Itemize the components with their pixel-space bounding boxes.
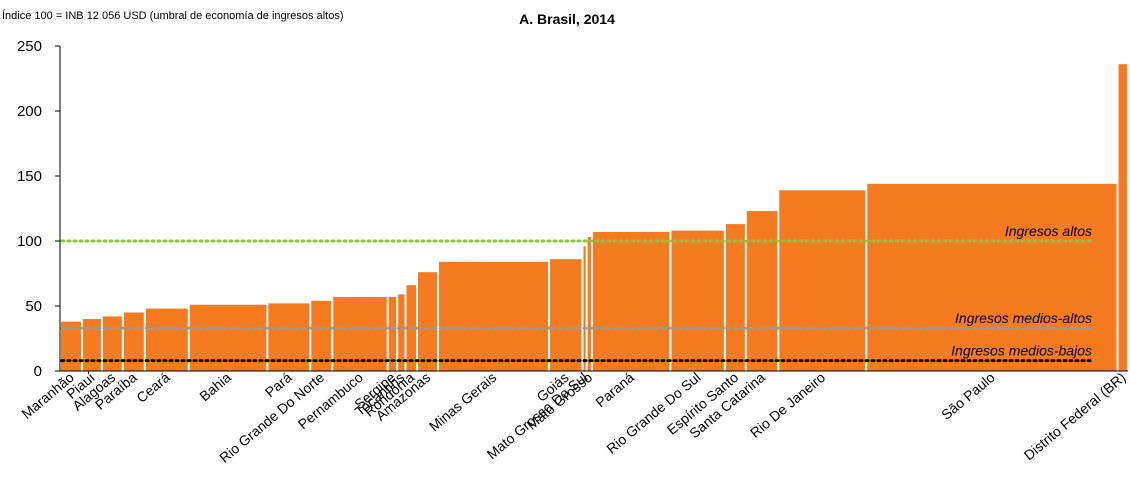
bar [583, 246, 586, 371]
x-tick-label: Paraná [592, 369, 637, 410]
bar [123, 312, 144, 371]
x-tick-label: Minas Gerais [426, 369, 499, 434]
bar [311, 300, 332, 371]
bar [438, 261, 548, 371]
bar [82, 319, 101, 371]
y-tick-label: 150 [17, 168, 42, 185]
bar [725, 224, 745, 371]
bar [418, 272, 437, 371]
bar [867, 183, 1117, 371]
x-tick-label: Bahia [196, 369, 234, 404]
x-tick-label: Ceará [133, 369, 173, 406]
bar [61, 321, 81, 371]
reference-label: Ingresos medios-bajos [951, 343, 1092, 359]
bar [779, 190, 866, 371]
x-tick-label: Distrito Federal (BR) [1021, 369, 1129, 463]
y-tick-label: 200 [17, 103, 42, 120]
y-tick-label: 0 [34, 363, 42, 380]
bar [1118, 64, 1127, 371]
bar [102, 316, 122, 371]
reference-label: Ingresos altos [1005, 223, 1092, 239]
bar [398, 294, 405, 371]
bar [592, 231, 670, 371]
bar [549, 259, 582, 371]
bar [671, 230, 724, 371]
bar [587, 237, 591, 371]
reference-label: Ingresos medios-altos [955, 310, 1092, 326]
y-tick-label: 250 [17, 38, 42, 55]
chart-subtitle: Índice 100 = INB 12 056 USD (umbral de e… [2, 9, 344, 22]
y-tick-label: 50 [25, 298, 42, 315]
bar [388, 296, 397, 371]
y-tick-label: 100 [17, 233, 42, 250]
chart-title: A. Brasil, 2014 [519, 11, 615, 27]
bar [746, 211, 778, 371]
bar [333, 296, 387, 371]
x-tick-label: São Paulo [938, 369, 998, 423]
